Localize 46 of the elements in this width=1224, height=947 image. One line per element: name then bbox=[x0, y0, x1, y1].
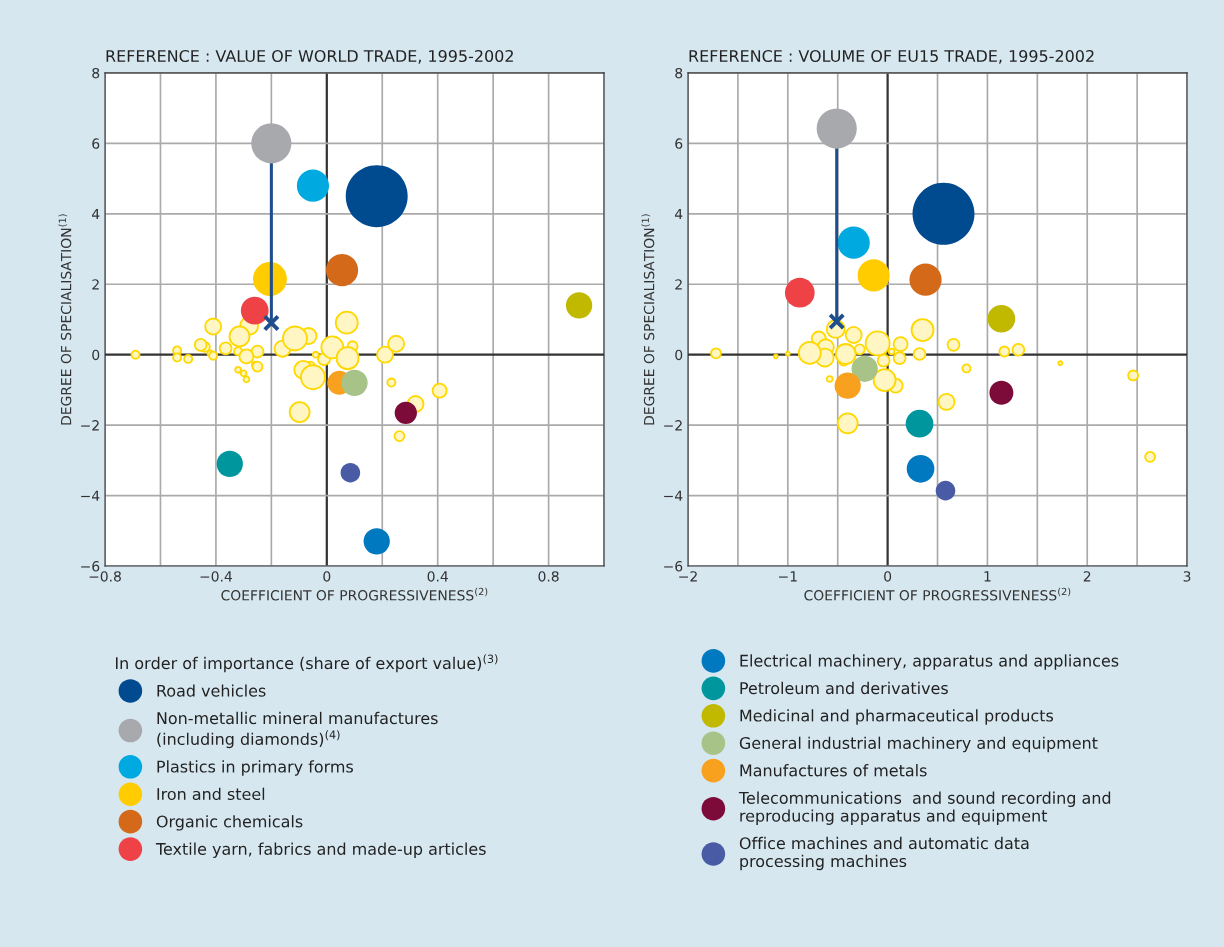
x-tick-label: 0.8 bbox=[538, 571, 559, 582]
legend-label: Non-metallic mineral manufactures (including diamonds)$^{(4)}$ bbox=[157, 711, 438, 749]
y-axis-title: DEGREE OF SPECIALISATION$^{(1)}$ bbox=[58, 214, 72, 425]
x-tick-label: 0 bbox=[884, 571, 892, 582]
legend-label: Telecommunications and sound recording and reproducing apparatus and equipment bbox=[738, 791, 1111, 825]
legend-label: Road vehicles bbox=[157, 684, 266, 697]
y-tick-label: 0 bbox=[92, 349, 100, 361]
y-tick-label: −4 bbox=[664, 490, 683, 501]
y-tick-label: 6 bbox=[675, 138, 683, 149]
legend-label: General industrial machinery and equipment bbox=[739, 736, 1098, 753]
legend-label: Iron and steel bbox=[157, 787, 265, 801]
chart-title: REFERENCE : VOLUME OF EU15 TRADE, 1995-2002 bbox=[689, 49, 1094, 64]
y-tick-label: 2 bbox=[92, 279, 99, 290]
x-tick-label: 0.4 bbox=[427, 571, 448, 582]
y-tick-label: 8 bbox=[675, 67, 683, 79]
x-axis-title: COEFFICIENT OF PROGRESSIVENESS$^{(2)}$ bbox=[804, 587, 1071, 601]
y-axis-title: DEGREE OF SPECIALISATION$^{(1)}$ bbox=[641, 214, 655, 425]
y-tick-label: 2 bbox=[675, 279, 682, 290]
legend-label: Plastics in primary forms bbox=[157, 760, 353, 776]
y-tick-label: 4 bbox=[674, 208, 683, 220]
chart-title: REFERENCE : VALUE OF WORLD TRADE, 1995-2002 bbox=[106, 49, 513, 64]
x-tick-label: −0.8 bbox=[89, 571, 121, 582]
legend-label: Manufactures of metals bbox=[740, 764, 927, 777]
x-tick-label: 3 bbox=[1183, 571, 1191, 582]
legend-label: Petroleum and derivatives bbox=[740, 681, 948, 695]
x-tick-label: 1 bbox=[984, 571, 991, 582]
y-tick-label: 6 bbox=[92, 138, 100, 149]
x-tick-label: −0.4 bbox=[200, 571, 232, 582]
y-tick-label: −2 bbox=[664, 420, 682, 431]
y-tick-label: 8 bbox=[92, 67, 100, 79]
y-tick-label: 4 bbox=[92, 208, 100, 220]
y-tick-label: −4 bbox=[81, 490, 100, 501]
legend-label: Electrical machinery, apparatus and appliances bbox=[740, 654, 1119, 670]
legend-label: Medicinal and pharmaceutical products bbox=[740, 709, 1054, 725]
x-tick-label: 2 bbox=[1083, 571, 1091, 582]
x-tick-label: 0 bbox=[323, 571, 331, 582]
legend-title: In order of importance (share of export value)$^{(3)}$ bbox=[115, 654, 498, 673]
y-tick-label: 0 bbox=[675, 349, 683, 361]
legend-label: Office machines and automatic data processing machines bbox=[739, 836, 1029, 871]
x-axis-title: COEFFICIENT OF PROGRESSIVENESS$^{(2)}$ bbox=[221, 587, 488, 601]
y-tick-label: −6 bbox=[664, 560, 683, 572]
x-tick-label: −1 bbox=[779, 571, 797, 582]
y-tick-label: −2 bbox=[81, 420, 99, 431]
legend-label: Organic chemicals bbox=[156, 815, 303, 831]
legend-label: Textile yarn, fabrics and made-up articles bbox=[155, 842, 486, 859]
y-tick-label: −6 bbox=[81, 560, 100, 572]
